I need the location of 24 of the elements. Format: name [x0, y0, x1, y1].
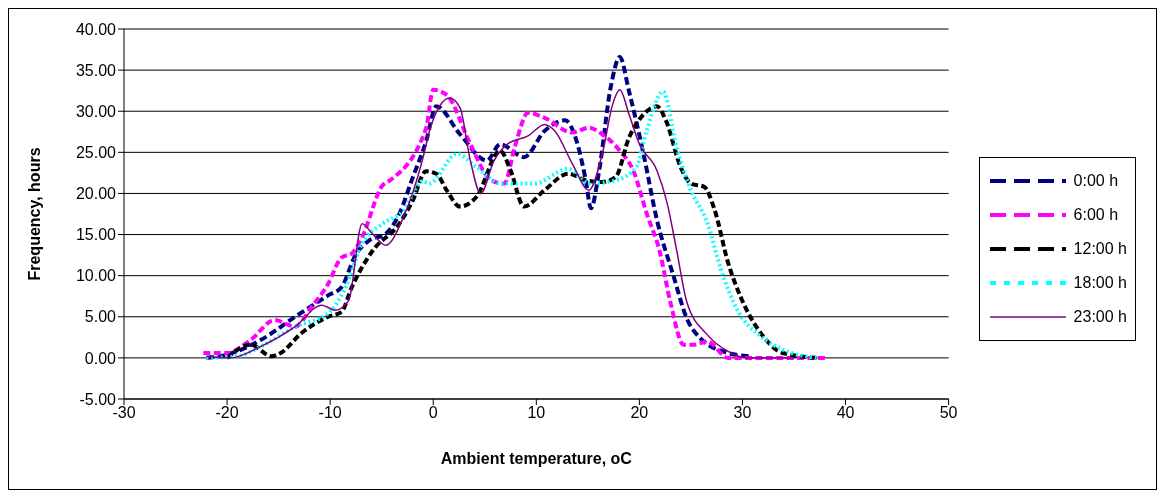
- x-tick-label: 40: [836, 404, 855, 422]
- x-axis-title: Ambient temperature, oC: [440, 450, 633, 467]
- y-tick-label: 20.00: [75, 185, 117, 203]
- legend-label: 23:00 h: [1073, 308, 1127, 326]
- y-tick-label: 15.00: [75, 226, 117, 244]
- y-tick-label: 25.00: [75, 144, 117, 162]
- y-tick-label: 35.00: [75, 61, 117, 79]
- y-tick-label: 10.00: [75, 267, 117, 285]
- x-tick-label: 0: [428, 404, 438, 422]
- y-tick-label: 30.00: [75, 102, 117, 120]
- x-tick-label: 20: [630, 404, 649, 422]
- x-tick-label: -10: [318, 404, 342, 422]
- legend-label: 6:00 h: [1073, 206, 1119, 224]
- y-tick-label: 0.00: [84, 349, 117, 367]
- y-tick-label: 40.00: [75, 20, 117, 38]
- legend-label: 0:00 h: [1073, 172, 1119, 190]
- legend-label: 18:00 h: [1073, 274, 1127, 292]
- y-axis-title: Frequency, hours: [25, 147, 43, 281]
- x-tick-label: 10: [527, 404, 546, 422]
- legend-label: 12:00 h: [1073, 240, 1127, 258]
- y-tick-label: 5.00: [84, 308, 117, 326]
- x-tick-label: -20: [215, 404, 239, 422]
- x-tick-label: 30: [733, 404, 752, 422]
- x-tick-label: 50: [939, 404, 958, 422]
